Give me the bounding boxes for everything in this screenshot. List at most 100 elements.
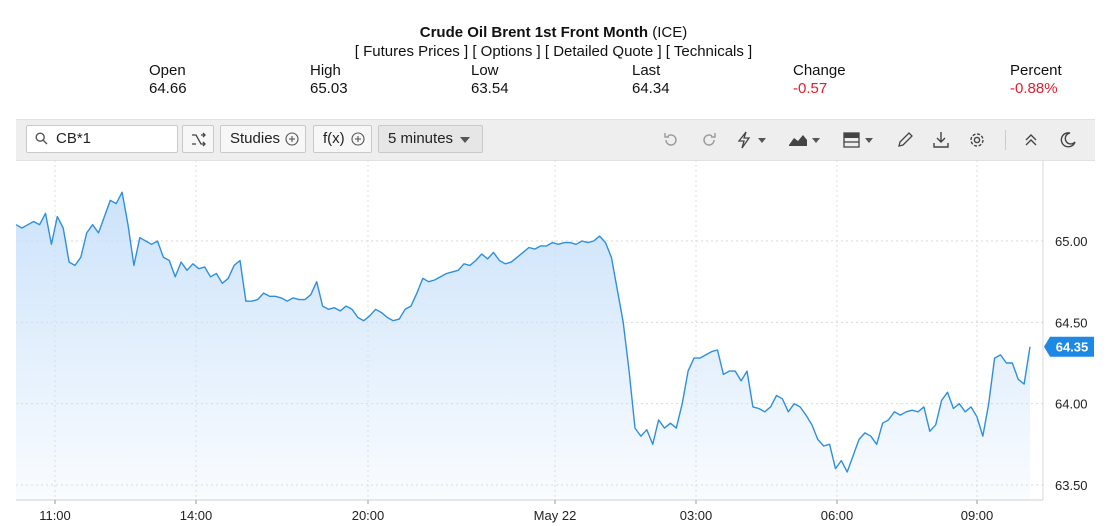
layout-icon[interactable] — [843, 131, 879, 154]
data-point — [716, 349, 719, 352]
percent-value: -0.88% — [1010, 80, 1058, 97]
open-value: 64.66 — [149, 80, 187, 97]
data-point — [586, 241, 589, 244]
data-point — [781, 397, 784, 400]
data-point — [150, 243, 153, 246]
data-point — [298, 298, 301, 301]
data-point — [539, 244, 542, 247]
functions-button[interactable]: f(x) — [313, 125, 372, 153]
quote-change: Change -0.57 — [793, 62, 846, 98]
data-point — [286, 300, 289, 303]
data-point — [993, 357, 996, 360]
data-point — [834, 467, 837, 470]
x-tick-label: 11:00 — [39, 508, 71, 523]
shuffle-icon — [191, 132, 206, 147]
high-value: 65.03 — [310, 80, 348, 97]
last-price-label: 64.35 — [1056, 340, 1089, 355]
data-point — [74, 264, 77, 267]
data-point — [345, 305, 348, 308]
data-point — [26, 223, 29, 226]
data-point — [227, 277, 230, 280]
fx-label: f(x) — [323, 130, 345, 147]
data-point — [569, 241, 572, 244]
data-point — [887, 418, 890, 421]
data-point — [687, 370, 690, 373]
data-point — [439, 275, 442, 278]
link-futures-prices[interactable]: [ Futures Prices ] — [354, 43, 469, 60]
data-point — [380, 311, 383, 314]
data-point — [368, 314, 371, 317]
interval-select[interactable]: 5 minutes — [378, 125, 483, 153]
data-point — [97, 231, 100, 234]
price-chart[interactable]: 65.00 64.50 64.00 63.50 11:00 14:00 20:00 May … — [0, 160, 1107, 526]
pencil-icon[interactable] — [896, 131, 914, 154]
data-point — [32, 220, 35, 223]
data-point — [639, 435, 642, 438]
y-tick-label: 64.00 — [1055, 397, 1088, 412]
link-options[interactable]: [ Options ] — [472, 43, 541, 60]
data-point — [763, 410, 766, 413]
data-point — [274, 295, 277, 298]
y-tick-label: 65.00 — [1055, 234, 1088, 249]
data-point — [79, 256, 82, 259]
data-point — [557, 243, 560, 246]
data-point — [681, 402, 684, 405]
data-point — [1029, 345, 1032, 348]
data-point — [244, 300, 247, 303]
studies-button[interactable]: Studies — [220, 125, 306, 153]
data-point — [203, 266, 206, 269]
data-point — [186, 269, 189, 272]
data-point — [981, 435, 984, 438]
data-point — [233, 264, 236, 267]
area-chart-icon[interactable] — [788, 131, 824, 154]
data-point — [698, 357, 701, 360]
chart-toolbar: CB*1 Studies f(x) 5 minutes — [16, 119, 1095, 161]
exchange-label: (ICE) — [652, 24, 688, 41]
data-point — [846, 471, 849, 474]
lightning-icon[interactable] — [736, 131, 770, 154]
compare-button[interactable] — [182, 125, 214, 153]
chevron-down-icon — [460, 137, 470, 143]
data-point — [109, 199, 112, 202]
link-detailed-quote[interactable]: [ Detailed Quote ] — [544, 43, 662, 60]
data-point — [822, 445, 825, 448]
interval-label: 5 minutes — [388, 130, 454, 147]
collapse-icon[interactable] — [1023, 131, 1039, 154]
data-point — [504, 262, 507, 265]
data-point — [958, 402, 961, 405]
data-point — [622, 321, 625, 324]
data-point — [250, 300, 253, 303]
data-point — [386, 316, 389, 319]
data-point — [581, 240, 584, 243]
data-point — [669, 422, 672, 425]
symbol-input-value[interactable]: CB*1 — [56, 130, 92, 147]
download-icon[interactable] — [932, 131, 950, 154]
redo-icon[interactable] — [700, 131, 718, 154]
moon-icon[interactable] — [1059, 131, 1077, 154]
link-technicals[interactable]: [ Technicals ] — [665, 43, 753, 60]
data-point — [421, 277, 424, 280]
data-point — [657, 418, 660, 421]
data-point — [351, 308, 354, 311]
data-point — [510, 261, 513, 264]
gear-icon[interactable] — [968, 131, 986, 154]
data-point — [575, 243, 578, 246]
data-point — [533, 248, 536, 251]
data-point — [168, 259, 171, 262]
data-point — [710, 350, 713, 353]
data-point — [987, 402, 990, 405]
symbol-search[interactable]: CB*1 — [26, 125, 178, 153]
quote-last: Last 64.34 — [632, 62, 670, 98]
x-tick-label: 14:00 — [180, 508, 213, 523]
data-point — [410, 305, 413, 308]
undo-icon[interactable] — [662, 131, 680, 154]
last-price-badge: 64.35 — [1044, 336, 1094, 357]
data-point — [374, 308, 377, 311]
data-point — [805, 414, 808, 417]
quote-links: [ Futures Prices ] [ Options ] [ Detaile… — [0, 43, 1107, 61]
data-point — [911, 409, 914, 412]
data-point — [527, 246, 530, 249]
data-point — [928, 430, 931, 433]
data-point — [162, 256, 165, 259]
data-point — [940, 399, 943, 402]
